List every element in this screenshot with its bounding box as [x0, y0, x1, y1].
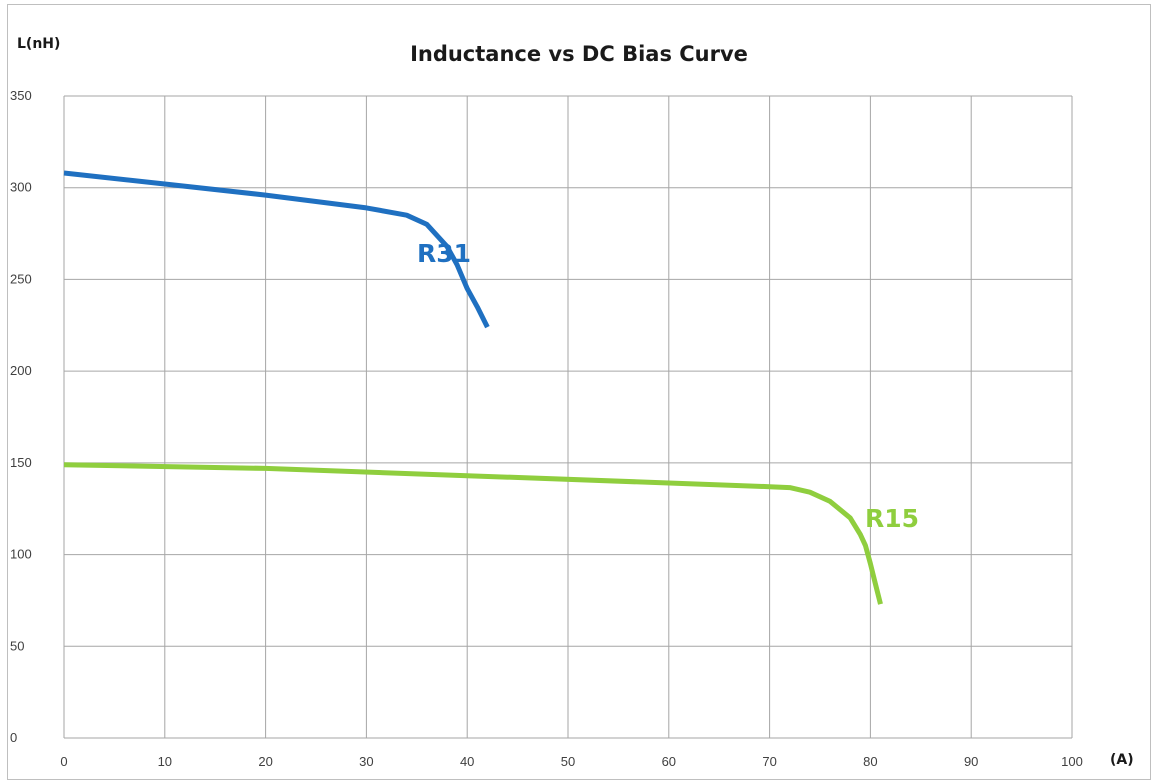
series-label-r15: R15 [865, 504, 919, 533]
grid [63, 95, 1073, 739]
y-tick-label: 50 [10, 638, 24, 653]
chart-title: Inductance vs DC Bias Curve [410, 42, 748, 66]
x-tick-label: 40 [460, 754, 474, 769]
y-tick-label: 250 [10, 271, 32, 286]
x-axis-label: (A) [1110, 752, 1134, 768]
x-tick-label: 60 [662, 754, 676, 769]
x-tick-label: 50 [561, 754, 575, 769]
y-tick-label: 100 [10, 547, 32, 562]
y-tick-label: 350 [10, 88, 32, 103]
series-label-r31: R31 [417, 239, 471, 268]
y-tick-label: 200 [10, 363, 32, 378]
x-tick-label: 20 [258, 754, 272, 769]
y-tick-label: 150 [10, 455, 32, 470]
x-tick-label: 70 [762, 754, 776, 769]
y-tick-label: 0 [10, 730, 17, 745]
y-tick-label: 300 [10, 180, 32, 195]
y-axis-label: L(nH) [17, 36, 60, 52]
series-line-r15 [63, 462, 883, 605]
x-tick-label: 30 [359, 754, 373, 769]
x-tick-label: 90 [964, 754, 978, 769]
chart-frame [7, 4, 1151, 780]
x-tick-label: 0 [60, 754, 67, 769]
series-line-r31 [63, 170, 490, 329]
series-lines [63, 170, 883, 605]
x-tick-label: 10 [158, 754, 172, 769]
x-tick-label: 100 [1061, 754, 1083, 769]
tick-labels: 0 10 20 30 40 50 60 70 80 90 100 0 50 100 150 200 250 300… [10, 88, 1083, 769]
x-tick-label: 80 [863, 754, 877, 769]
